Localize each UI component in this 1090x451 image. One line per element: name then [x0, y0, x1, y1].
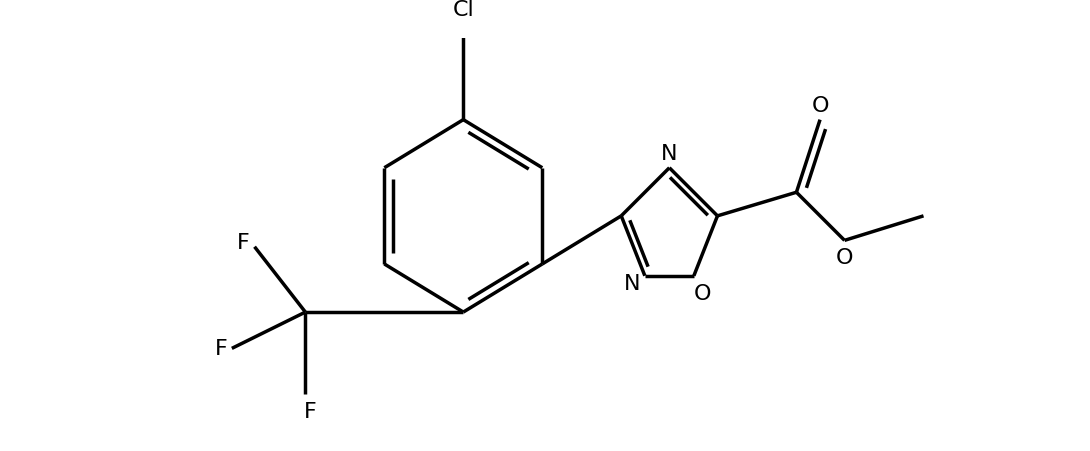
- Text: O: O: [811, 96, 828, 116]
- Text: N: N: [662, 144, 678, 164]
- Text: N: N: [623, 273, 640, 293]
- Text: Cl: Cl: [452, 0, 474, 20]
- Text: F: F: [303, 401, 316, 421]
- Text: F: F: [238, 233, 250, 253]
- Text: O: O: [694, 283, 712, 304]
- Text: F: F: [215, 339, 228, 359]
- Text: O: O: [836, 247, 853, 267]
